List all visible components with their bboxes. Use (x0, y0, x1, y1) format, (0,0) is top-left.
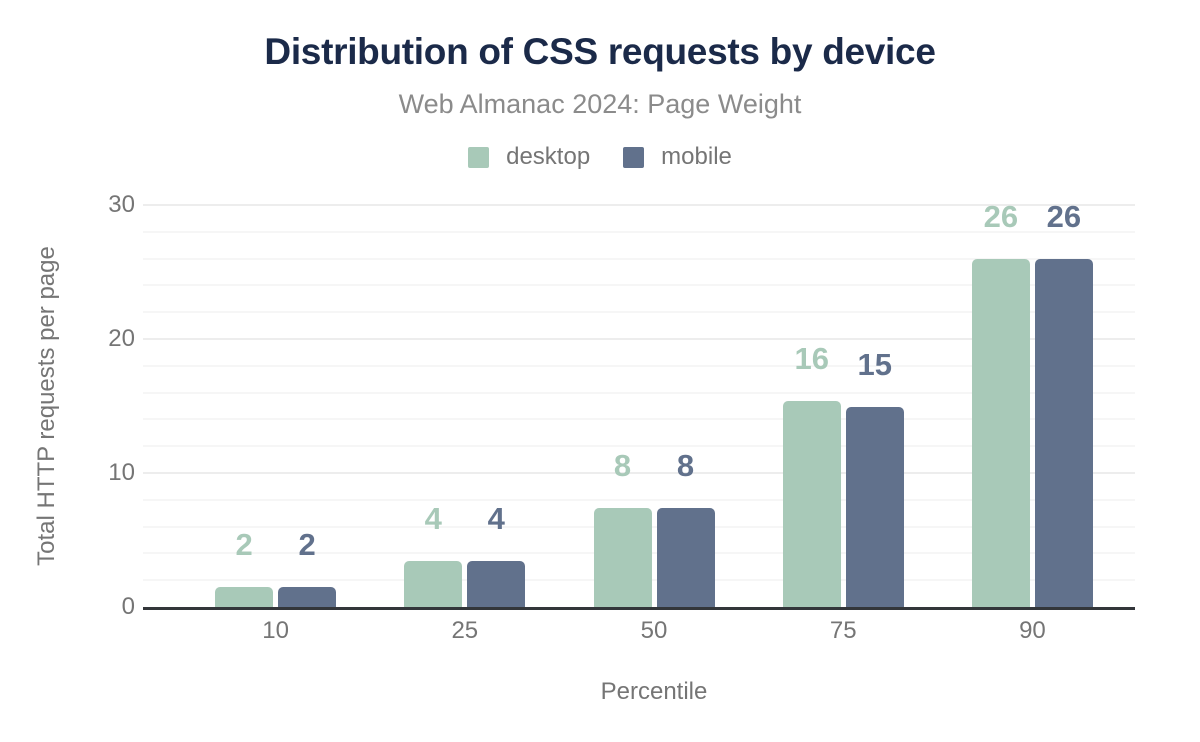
bar-desktop-p10: 2 (215, 529, 274, 607)
gridline-26 (143, 257, 1135, 260)
bar-mobile-p25: 4 (467, 503, 526, 607)
bar-label-desktop-p25: 4 (424, 501, 442, 537)
bar-label-desktop-p10: 2 (235, 526, 253, 562)
bar-label-desktop-p75: 16 (794, 340, 829, 376)
y-tick-20: 20 (108, 325, 135, 352)
chart-title: Distribution of CSS requests by device (264, 31, 936, 72)
bar-desktop-p50: 8 (593, 450, 652, 607)
y-tick-30: 30 (108, 191, 135, 218)
bar-group-p75: 16 15 (749, 205, 938, 607)
bar-label-mobile-p50: 8 (676, 447, 695, 483)
x-tick-75: 75 (829, 617, 857, 644)
bar-label-desktop-p90: 26 (983, 198, 1019, 234)
bar-desktop-p25: 4 (404, 503, 463, 607)
legend-label-mobile: mobile (661, 143, 732, 170)
bar-group-p90: 26 26 (938, 201, 1127, 607)
x-axis-ticks: 10 25 50 75 90 (181, 617, 1127, 645)
x-tick-25: 25 (451, 617, 479, 644)
gridline-14 (143, 418, 1135, 421)
gridline-24 (143, 284, 1135, 287)
x-tick-10: 10 (262, 617, 289, 644)
bars-row: 2 2 4 4 8 8 16 15 26 26 (181, 201, 1127, 607)
gridline-8 (143, 498, 1135, 501)
bar-label-mobile-p75: 15 (857, 347, 892, 383)
legend: desktop mobile (0, 143, 1200, 171)
desktop-swatch-icon (468, 146, 490, 168)
gridline-18 (143, 364, 1135, 367)
gridline-12 (143, 445, 1135, 448)
legend-label-desktop: desktop (506, 143, 591, 170)
bar-desktop-p75: 16 (782, 343, 841, 607)
plot-area: 2 2 4 4 8 8 16 15 26 26 (143, 201, 1135, 610)
x-tick-50: 50 (640, 617, 668, 644)
gridline-22 (143, 311, 1135, 314)
bar-mobile-p10: 2 (278, 529, 337, 607)
y-tick-10: 10 (108, 459, 135, 486)
x-axis-title: Percentile (600, 678, 708, 705)
mobile-swatch-icon (623, 146, 645, 168)
bar-label-mobile-p90: 26 (1046, 198, 1082, 234)
bar-mobile-p90: 26 (1034, 201, 1093, 607)
x-tick-90: 90 (1019, 617, 1046, 644)
gridline-30 (143, 204, 1135, 206)
chart-subtitle: Web Almanac 2024: Page Weight (398, 89, 802, 119)
gridline-10 (143, 472, 1135, 474)
y-tick-0: 0 (121, 593, 135, 620)
gridline-28 (143, 230, 1135, 233)
y-axis-ticks: 0 10 20 30 (0, 193, 135, 619)
bar-label-mobile-p25: 4 (487, 501, 505, 537)
legend-item-mobile: mobile (623, 143, 732, 171)
bar-label-mobile-p10: 2 (298, 526, 316, 562)
bar-desktop-p90: 26 (971, 201, 1030, 607)
bar-mobile-p50: 8 (656, 450, 715, 607)
gridline-16 (143, 391, 1135, 394)
legend-item-desktop: desktop (468, 143, 590, 171)
bar-mobile-p75: 15 (845, 349, 904, 607)
gridline-20 (143, 338, 1135, 340)
bar-label-desktop-p50: 8 (613, 447, 632, 483)
